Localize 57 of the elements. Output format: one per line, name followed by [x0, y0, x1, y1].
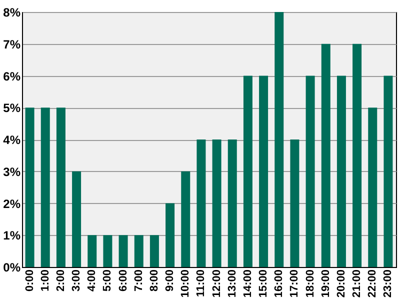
y-tick-label: 4%	[3, 133, 21, 147]
x-tick-label: 7:00	[132, 270, 145, 292]
x-tick-label: 9:00	[164, 270, 176, 292]
x-tick-label: 22:00	[366, 270, 379, 298]
bar	[352, 44, 362, 267]
bar	[290, 140, 300, 267]
y-tick-label: 0%	[3, 260, 21, 274]
x-tick-label: 1:00	[39, 270, 52, 292]
x-tick-label: 13:00	[226, 270, 238, 298]
bar	[368, 108, 378, 267]
x-tick-label: 16:00	[273, 270, 286, 298]
y-tick-label: 3%	[3, 164, 21, 179]
bar	[25, 108, 34, 267]
x-tick-label: 21:00	[351, 270, 364, 298]
x-tick-label: 14:00	[242, 270, 254, 298]
y-tick-label: 5%	[3, 101, 21, 116]
x-tick-label: 15:00	[258, 270, 270, 298]
x-tick-label: 3:00	[70, 270, 83, 292]
bar	[212, 140, 222, 267]
bar	[228, 140, 237, 267]
x-tick-label: 20:00	[335, 270, 348, 298]
x-tick-label: 17:00	[288, 270, 301, 298]
bar	[56, 108, 66, 267]
bar	[259, 76, 268, 267]
bar	[196, 140, 206, 267]
bar	[103, 235, 112, 267]
bar	[40, 108, 50, 267]
x-tick-label: 5:00	[102, 270, 114, 292]
bar	[336, 76, 346, 267]
x-tick-label: 12:00	[210, 270, 223, 298]
bar	[274, 12, 284, 267]
bar	[166, 203, 175, 267]
bar	[243, 76, 252, 267]
x-tick-label: 18:00	[304, 270, 316, 298]
y-tick-label: 6%	[3, 69, 21, 84]
x-tick-label: 10:00	[180, 270, 192, 298]
bar	[181, 171, 190, 267]
x-tick-label: 6:00	[117, 270, 130, 292]
x-tick-label: 11:00	[195, 270, 208, 298]
y-tick-label: 2%	[3, 196, 21, 211]
x-tick-label: 19:00	[320, 270, 332, 298]
bar	[384, 76, 393, 267]
bar	[150, 235, 159, 267]
x-tick-label: 0:00	[24, 270, 36, 292]
bar	[134, 235, 144, 267]
y-tick-label: 7%	[3, 37, 21, 52]
y-tick-label: 8%	[3, 6, 21, 20]
x-tick-label: 4:00	[86, 270, 98, 292]
x-tick-label: 8:00	[148, 270, 160, 292]
bar	[88, 235, 97, 267]
bar	[72, 171, 82, 267]
bar	[306, 76, 315, 267]
x-tick-label: 2:00	[54, 270, 67, 292]
bar	[118, 235, 128, 267]
bar	[321, 44, 330, 267]
y-tick-label: 1%	[3, 228, 21, 243]
x-tick-label: 23:00	[382, 270, 394, 298]
